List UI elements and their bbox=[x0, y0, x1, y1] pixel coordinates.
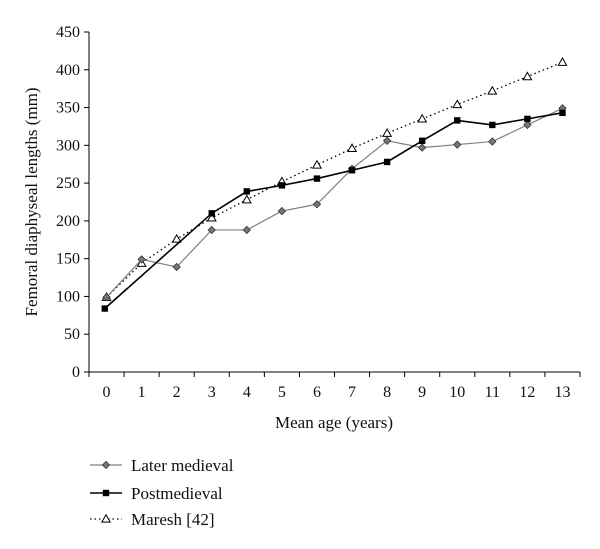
x-tick-label: 6 bbox=[313, 384, 321, 401]
data-point bbox=[453, 140, 462, 149]
data-point bbox=[524, 115, 531, 123]
series-line bbox=[106, 107, 563, 298]
data-point bbox=[101, 305, 108, 312]
x-tick-label: 0 bbox=[103, 384, 111, 401]
y-tick-label: 350 bbox=[56, 100, 80, 117]
x-tick-label: 10 bbox=[449, 384, 465, 401]
y-tick-label: 150 bbox=[56, 251, 80, 268]
data-point bbox=[241, 194, 252, 204]
series-line bbox=[104, 112, 563, 310]
y-tick-label: 300 bbox=[56, 137, 80, 154]
x-tick-label: 5 bbox=[278, 384, 286, 401]
data-point bbox=[207, 225, 216, 235]
x-axis-title: Mean age (years) bbox=[275, 413, 393, 432]
x-tick-label: 4 bbox=[243, 384, 251, 401]
y-ticks: 0 50 100 150 200 250 300 350 400 450 bbox=[56, 24, 89, 381]
data-point bbox=[243, 188, 251, 195]
data-point bbox=[523, 120, 532, 130]
data-point bbox=[382, 128, 393, 137]
data-point bbox=[487, 85, 498, 95]
data-point bbox=[417, 113, 428, 123]
y-tick-label: 100 bbox=[56, 288, 80, 305]
data-point bbox=[242, 225, 251, 235]
y-tick-label: 400 bbox=[56, 62, 80, 79]
y-tick-label: 250 bbox=[56, 175, 80, 192]
data-point bbox=[348, 167, 356, 174]
series-group bbox=[101, 57, 568, 312]
data-point bbox=[208, 210, 215, 217]
series-line bbox=[106, 61, 563, 298]
legend-label: Postmedieval bbox=[131, 484, 223, 503]
x-tick-label: 9 bbox=[418, 384, 426, 401]
y-tick-label: 200 bbox=[56, 213, 80, 230]
y-axis-title: Femoral diaphyseal lengths (mm) bbox=[22, 88, 41, 317]
data-point bbox=[418, 143, 427, 152]
data-point bbox=[418, 137, 426, 144]
axes bbox=[88, 32, 580, 373]
x-tick-label: 2 bbox=[173, 384, 181, 401]
data-point bbox=[522, 71, 533, 81]
legend-marker bbox=[102, 489, 110, 497]
data-point bbox=[559, 109, 566, 117]
data-point bbox=[277, 206, 287, 216]
x-tick-label: 13 bbox=[554, 384, 570, 401]
x-tick-label: 7 bbox=[348, 384, 356, 401]
data-point bbox=[452, 99, 463, 109]
x-tick-label: 3 bbox=[208, 384, 216, 401]
x-tick-label: 1 bbox=[138, 384, 146, 401]
x-ticks: 0 1 2 3 4 5 6 7 8 9 10 11 12 13 bbox=[88, 372, 581, 401]
x-tick-label: 8 bbox=[383, 384, 391, 401]
data-point bbox=[278, 182, 286, 189]
y-tick-label: 50 bbox=[64, 326, 80, 343]
series-1 bbox=[101, 109, 566, 312]
data-point bbox=[171, 233, 182, 243]
data-point bbox=[557, 57, 568, 66]
data-point bbox=[311, 159, 323, 169]
legend-marker bbox=[100, 513, 112, 523]
data-point bbox=[206, 212, 217, 222]
x-tick-label: 11 bbox=[485, 384, 500, 401]
y-tick-label: 450 bbox=[56, 24, 80, 41]
data-point bbox=[383, 158, 391, 166]
data-point bbox=[488, 137, 497, 146]
legend-marker bbox=[101, 460, 111, 470]
legend-label: Maresh [42] bbox=[131, 510, 215, 529]
legend: Later medieval Postmedieval Maresh [42] bbox=[90, 456, 234, 529]
legend-label: Later medieval bbox=[131, 456, 234, 475]
series-0 bbox=[102, 104, 567, 302]
data-point bbox=[312, 200, 322, 209]
y-tick-label: 0 bbox=[72, 364, 80, 381]
data-point bbox=[489, 121, 496, 129]
data-point bbox=[137, 255, 146, 264]
data-point bbox=[382, 136, 392, 145]
series-2 bbox=[101, 57, 568, 301]
data-point bbox=[346, 143, 358, 153]
data-point bbox=[102, 293, 111, 302]
data-point bbox=[172, 262, 181, 272]
data-point bbox=[454, 117, 461, 124]
x-tick-label: 12 bbox=[519, 384, 535, 401]
data-point bbox=[313, 175, 321, 182]
